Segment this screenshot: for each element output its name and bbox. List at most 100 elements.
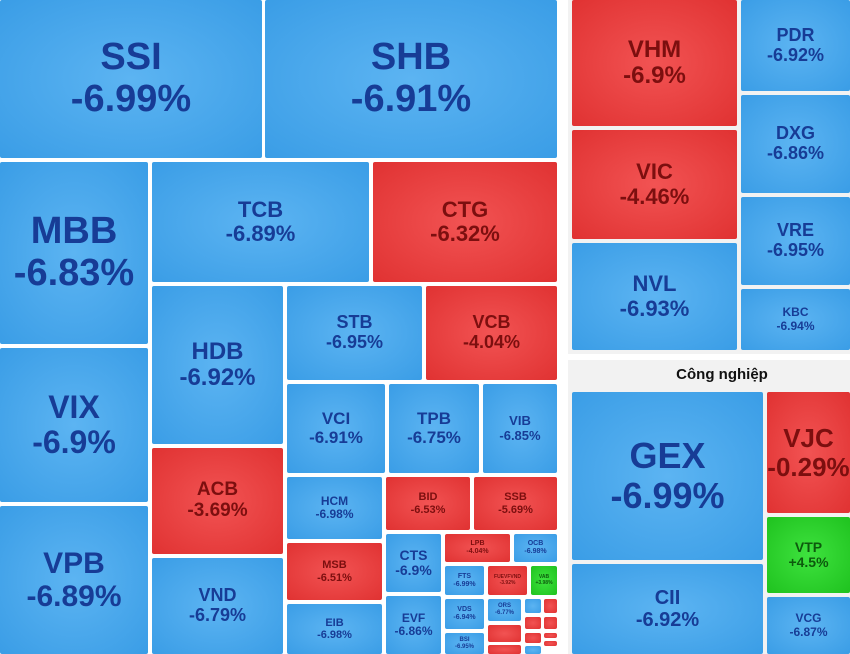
tile-ctg[interactable]: CTG -6.32% [373, 162, 557, 282]
tile-vpb[interactable]: VPB -6.89% [0, 506, 148, 654]
tile-change: -6.87% [789, 624, 828, 639]
tile-ticker: ORS [497, 603, 511, 610]
tile-ticker: VIX [48, 388, 100, 425]
sector-header-industrial: Công nghiệp [676, 366, 768, 383]
tile-tcb[interactable]: TCB -6.89% [152, 162, 369, 282]
tile-change: -3.69% [187, 500, 248, 521]
tile-vjc[interactable]: VJC -0.29% [767, 392, 850, 513]
tile-acb[interactable]: ACB -3.69% [152, 448, 283, 554]
tile-pdr[interactable]: PDR -6.92% [741, 0, 850, 91]
tile-small[interactable] [525, 633, 541, 643]
tile-stb[interactable]: STB -6.95% [287, 286, 422, 380]
tile-ticker: VCG [795, 611, 822, 626]
tile-small[interactable] [525, 617, 541, 629]
tile-ticker: CTG [441, 196, 489, 222]
tile-change: -6.89% [26, 580, 122, 613]
tile-change: -6.98% [524, 548, 547, 555]
tile-ors[interactable]: ORS -6.77% [488, 599, 521, 621]
tile-change: -6.92% [635, 609, 700, 631]
tile-vcg[interactable]: VCG -6.87% [767, 597, 850, 654]
tile-ticker: MSB [322, 559, 347, 572]
tile-tpb[interactable]: TPB -6.75% [389, 384, 479, 473]
tile-ticker: GEX [629, 435, 706, 477]
tile-vab[interactable]: VAB +3.98% [531, 566, 557, 595]
tile-small[interactable] [488, 645, 521, 654]
tile-ticker: DXG [775, 123, 815, 144]
tile-ticker: STB [336, 312, 373, 333]
tile-small[interactable] [488, 625, 521, 642]
tile-hcm[interactable]: HCM -6.98% [287, 477, 382, 539]
tile-change: -4.46% [619, 183, 690, 209]
tile-vic[interactable]: VIC -4.46% [572, 130, 737, 239]
tile-change: -6.94% [776, 318, 815, 333]
tile-change: -6.98% [315, 507, 354, 521]
tile-small[interactable] [544, 599, 557, 613]
tile-ssb[interactable]: SSB -5.69% [474, 477, 557, 530]
tile-ticker: VRE [776, 220, 814, 241]
tile-change: -6.99% [610, 475, 725, 516]
tile-change: -6.92% [766, 44, 825, 65]
tile-cts[interactable]: CTS -6.9% [386, 534, 441, 592]
tile-vre[interactable]: VRE -6.95% [741, 197, 850, 285]
tile-small[interactable] [525, 646, 541, 654]
tile-small[interactable] [544, 633, 557, 638]
tile-ticker: VTP [794, 538, 823, 555]
tile-ticker: VCB [472, 312, 511, 333]
tile-dxg[interactable]: DXG -6.86% [741, 95, 850, 193]
tile-kbc[interactable]: KBC -6.94% [741, 289, 850, 350]
tile-msb[interactable]: MSB -6.51% [287, 543, 382, 600]
tile-vix[interactable]: VIX -6.9% [0, 348, 148, 502]
tile-vtp[interactable]: VTP +4.5% [767, 517, 850, 593]
tile-bid[interactable]: BID -6.53% [386, 477, 470, 530]
tile-vib[interactable]: VIB -6.85% [483, 384, 557, 473]
tile-change: +4.5% [788, 554, 829, 570]
tile-change: -6.89% [225, 221, 296, 246]
tile-ticker: LPB [470, 540, 485, 548]
tile-small[interactable] [544, 641, 557, 646]
tile-change: -6.79% [188, 605, 247, 625]
tile-cii[interactable]: CII -6.92% [572, 564, 763, 654]
tile-ticker: FUEVFVND [494, 574, 521, 580]
tile-ticker: MBB [30, 210, 118, 253]
tile-ticker: SHB [370, 36, 452, 79]
tile-gex[interactable]: GEX -6.99% [572, 392, 763, 560]
tile-change: -6.91% [350, 78, 472, 120]
tile-change: -6.95% [454, 643, 474, 650]
tile-change: -6.83% [13, 252, 135, 294]
tile-ticker: VIC [636, 159, 673, 185]
tile-ticker: BID [418, 491, 438, 504]
tile-vnd[interactable]: VND -6.79% [152, 558, 283, 654]
tile-change: -6.98% [317, 629, 352, 641]
tile-change: -4.04% [466, 548, 489, 555]
tile-change: -6.75% [407, 427, 461, 447]
tile-ticker: VJC [783, 422, 834, 453]
tile-evf[interactable]: EVF -6.86% [386, 596, 441, 654]
tile-ssi[interactable]: SSI -6.99% [0, 0, 262, 158]
tile-small[interactable] [544, 617, 557, 629]
tile-ticker: BSI [459, 636, 470, 643]
tile-ticker: VND [198, 585, 237, 606]
tile-change: -6.86% [394, 624, 433, 638]
tile-shb[interactable]: SHB -6.91% [265, 0, 557, 158]
tile-vhm[interactable]: VHM -6.9% [572, 0, 737, 126]
tile-small[interactable] [525, 599, 541, 613]
tile-change: -6.32% [430, 221, 500, 246]
tile-fts[interactable]: FTS -6.99% [445, 566, 484, 595]
tile-lpb[interactable]: LPB -4.04% [445, 534, 510, 562]
tile-vci[interactable]: VCI -6.91% [287, 384, 385, 473]
tile-fuevfvnd[interactable]: FUEVFVND -3.92% [488, 566, 527, 595]
tile-ticker: VDS [457, 606, 472, 614]
tile-change: -6.95% [325, 332, 384, 352]
tile-change: -6.99% [70, 78, 192, 120]
tile-ocb[interactable]: OCB -6.98% [514, 534, 557, 562]
tile-bsi[interactable]: BSI -6.95% [445, 633, 484, 654]
tile-ticker: ACB [196, 479, 239, 501]
tile-nvl[interactable]: NVL -6.93% [572, 243, 737, 350]
tile-change: -6.95% [766, 240, 825, 260]
tile-eib[interactable]: EIB -6.98% [287, 604, 382, 654]
tile-vds[interactable]: VDS -6.94% [445, 599, 484, 629]
tile-vcb[interactable]: VCB -4.04% [426, 286, 557, 380]
tile-ticker: VCI [321, 408, 351, 428]
tile-mbb[interactable]: MBB -6.83% [0, 162, 148, 344]
tile-hdb[interactable]: HDB -6.92% [152, 286, 283, 444]
